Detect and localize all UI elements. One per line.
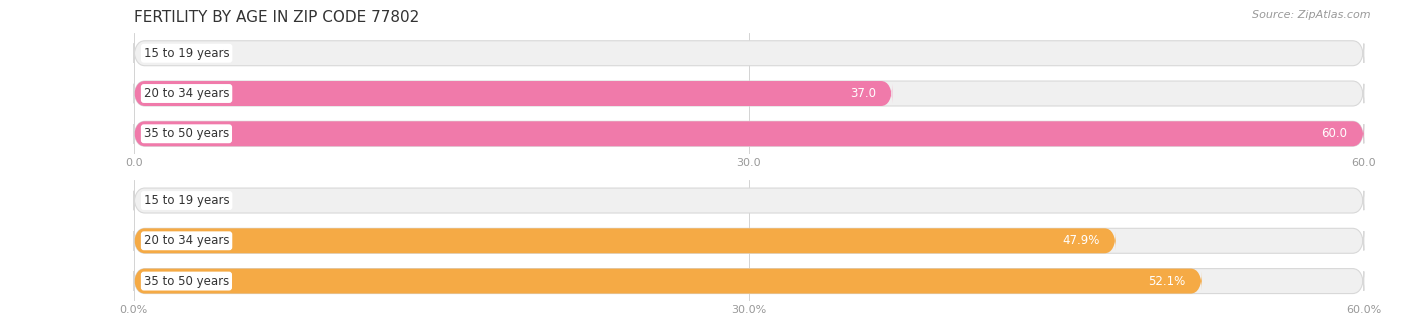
FancyBboxPatch shape [134, 188, 1364, 213]
Text: 15 to 19 years: 15 to 19 years [143, 47, 229, 60]
FancyBboxPatch shape [134, 41, 1364, 66]
FancyBboxPatch shape [134, 81, 893, 106]
Text: 52.1%: 52.1% [1149, 275, 1185, 288]
FancyBboxPatch shape [134, 121, 1364, 146]
Text: Source: ZipAtlas.com: Source: ZipAtlas.com [1253, 10, 1371, 20]
Text: 0.0%: 0.0% [155, 194, 184, 207]
FancyBboxPatch shape [134, 121, 1364, 146]
Text: 0.0: 0.0 [155, 47, 173, 60]
FancyBboxPatch shape [134, 228, 1364, 253]
Text: 37.0: 37.0 [849, 87, 876, 100]
Text: 35 to 50 years: 35 to 50 years [143, 127, 229, 140]
FancyBboxPatch shape [134, 268, 1202, 294]
Text: 47.9%: 47.9% [1062, 234, 1099, 247]
Text: 60.0: 60.0 [1322, 127, 1347, 140]
FancyBboxPatch shape [134, 81, 1364, 106]
Text: 20 to 34 years: 20 to 34 years [143, 87, 229, 100]
Text: 20 to 34 years: 20 to 34 years [143, 234, 229, 247]
Text: 15 to 19 years: 15 to 19 years [143, 194, 229, 207]
FancyBboxPatch shape [134, 228, 1116, 253]
Text: 35 to 50 years: 35 to 50 years [143, 275, 229, 288]
Text: FERTILITY BY AGE IN ZIP CODE 77802: FERTILITY BY AGE IN ZIP CODE 77802 [134, 10, 419, 25]
FancyBboxPatch shape [134, 268, 1364, 294]
